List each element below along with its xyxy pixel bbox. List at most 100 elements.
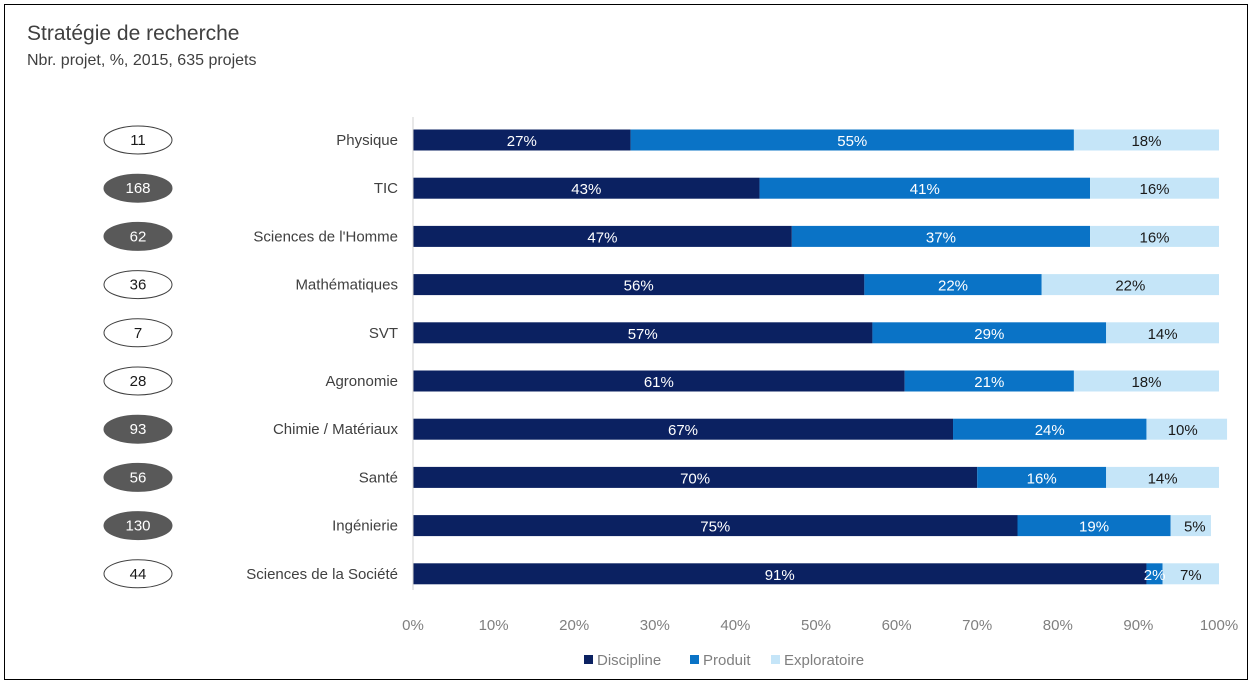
bar-segment-produit	[864, 274, 1042, 296]
bar-segment-discipline	[413, 177, 760, 199]
data-label-discipline: 61%	[644, 374, 674, 391]
x-axis: 0% 10% 20% 30% 40% 50% 60% 70% 80% 90% 100%	[402, 117, 1238, 634]
data-label-produit: 41%	[910, 181, 940, 198]
data-label-discipline: 56%	[624, 278, 654, 295]
bar-segment-produit	[630, 129, 1074, 151]
legend-label-discipline: Discipline	[597, 652, 661, 669]
bar-segment-discipline	[413, 274, 865, 296]
data-label-produit: 29%	[974, 326, 1004, 343]
category-label: Agronomie	[325, 373, 398, 390]
category-label: Physique	[336, 132, 398, 149]
bar-segment-produit	[977, 466, 1107, 488]
project-count-badge	[103, 559, 173, 589]
bars	[413, 129, 1228, 585]
x-tick-label: 80%	[1043, 617, 1073, 634]
project-count-badge	[103, 125, 173, 155]
project-count-badge	[103, 366, 173, 396]
bar-segment-exploratoire	[1106, 466, 1219, 488]
legend: Discipline Produit Exploratoire	[584, 652, 864, 669]
x-tick-label: 100%	[1200, 617, 1238, 634]
project-count-value: 44	[130, 566, 147, 583]
project-count-value: 93	[130, 421, 147, 438]
category-label: Ingénierie	[332, 518, 398, 535]
data-label-discipline: 75%	[700, 519, 730, 536]
project-count-badge	[103, 173, 173, 203]
bar-segment-exploratoire	[1106, 322, 1219, 344]
chart-subtitle: Nbr. projet, %, 2015, 635 projets	[27, 52, 257, 69]
x-tick-label: 30%	[640, 617, 670, 634]
chart-title: Stratégie de recherche	[27, 22, 240, 45]
bar-segment-produit	[872, 322, 1107, 344]
bar-segment-exploratoire	[1041, 274, 1219, 296]
project-count-value: 11	[130, 132, 146, 149]
data-label-exploratoire: 7%	[1180, 567, 1202, 584]
project-count-badge	[103, 462, 173, 492]
category-label: TIC	[374, 180, 398, 197]
x-tick-label: 90%	[1123, 617, 1153, 634]
category-label: Mathématiques	[295, 277, 398, 294]
bar-segment-discipline	[413, 322, 873, 344]
category-label: Sciences de la Société	[246, 566, 398, 583]
project-count-value: 168	[125, 180, 150, 197]
bar-segment-exploratoire	[1090, 225, 1219, 247]
project-count-value: 130	[125, 518, 150, 535]
data-label-discipline: 43%	[571, 181, 601, 198]
data-label-exploratoire: 5%	[1184, 519, 1206, 536]
data-label-produit: 37%	[926, 229, 956, 246]
data-label-discipline: 27%	[507, 133, 537, 150]
project-count-value: 62	[130, 228, 147, 245]
x-tick-label: 20%	[559, 617, 589, 634]
bar-segment-discipline	[413, 225, 792, 247]
category-label: Chimie / Matériaux	[273, 421, 399, 438]
data-label-exploratoire: 18%	[1131, 133, 1161, 150]
bar-segment-produit	[953, 418, 1147, 440]
legend-swatch-exploratoire	[771, 655, 780, 664]
bar-segment-exploratoire	[1162, 563, 1219, 585]
bar-segment-discipline	[413, 563, 1147, 585]
bar-data-labels: 27% 55% 18% 43% 41% 16% 47% 37% 16% 56% 22% 22% 57% 2…	[507, 133, 1206, 584]
project-count-badge	[103, 270, 173, 300]
project-count-badge	[103, 414, 173, 444]
data-label-produit: 24%	[1035, 422, 1065, 439]
legend-swatch-discipline	[584, 655, 593, 664]
data-label-produit: 2%	[1144, 567, 1166, 584]
data-label-exploratoire: 16%	[1140, 181, 1170, 198]
project-count-badges: 11 168 62 36 7 28 93 56 130 44	[103, 125, 173, 589]
data-label-exploratoire: 14%	[1148, 326, 1178, 343]
legend-label-exploratoire: Exploratoire	[784, 652, 864, 669]
data-label-discipline: 57%	[628, 326, 658, 343]
bar-segment-produit	[1017, 515, 1171, 537]
data-label-exploratoire: 10%	[1168, 422, 1198, 439]
bar-segment-discipline	[413, 515, 1018, 537]
bar-segment-exploratoire	[1073, 370, 1219, 392]
bar-segment-exploratoire	[1170, 515, 1211, 537]
data-label-produit: 55%	[837, 133, 867, 150]
project-count-value: 56	[130, 469, 147, 486]
category-labels: Physique TIC Sciences de l'Homme Mathématiq…	[246, 132, 398, 583]
bar-segment-produit	[759, 177, 1091, 199]
bar-segment-produit	[791, 225, 1091, 247]
data-label-exploratoire: 14%	[1148, 470, 1178, 487]
project-count-value: 7	[134, 325, 142, 342]
data-label-discipline: 47%	[587, 229, 617, 246]
data-label-discipline: 91%	[765, 567, 795, 584]
data-label-produit: 21%	[974, 374, 1004, 391]
data-label-discipline: 70%	[680, 470, 710, 487]
bar-segment-produit	[904, 370, 1074, 392]
bar-segment-exploratoire	[1090, 177, 1219, 199]
bar-segment-discipline	[413, 129, 631, 151]
x-tick-label: 50%	[801, 617, 831, 634]
project-count-value: 28	[130, 373, 147, 390]
legend-label-produit: Produit	[703, 652, 751, 669]
x-tick-label: 10%	[479, 617, 509, 634]
bar-segment-discipline	[413, 418, 954, 440]
data-label-produit: 16%	[1027, 470, 1057, 487]
project-count-badge	[103, 318, 173, 348]
legend-swatch-produit	[690, 655, 699, 664]
project-count-badge	[103, 221, 173, 251]
data-label-exploratoire: 18%	[1131, 374, 1161, 391]
bar-segment-exploratoire	[1146, 418, 1228, 440]
x-tick-label: 40%	[720, 617, 750, 634]
data-label-discipline: 67%	[668, 422, 698, 439]
